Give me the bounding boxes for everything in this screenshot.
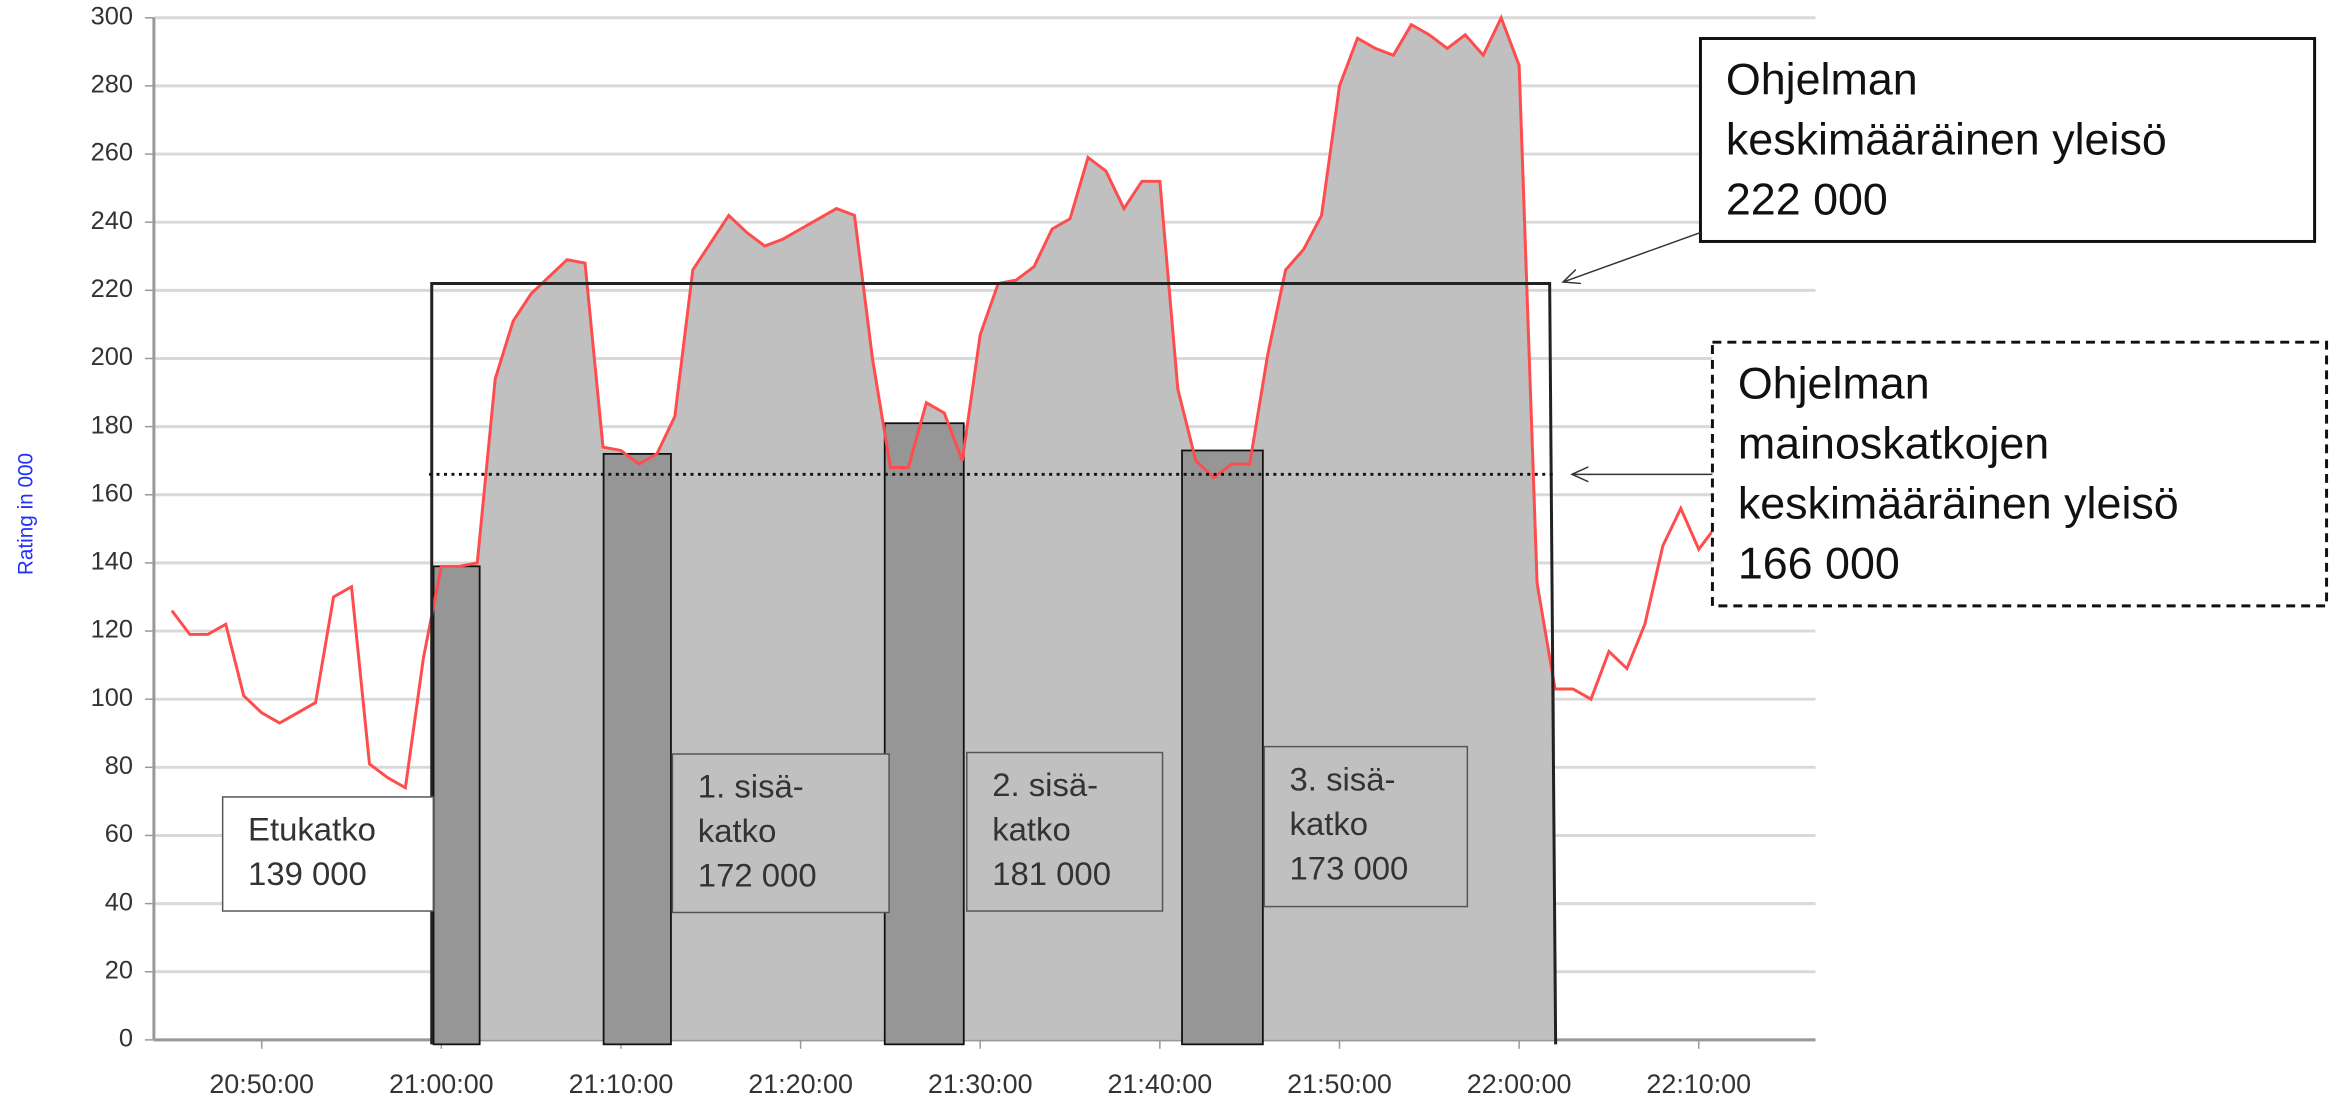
x-tick-label: 21:40:00 xyxy=(1108,1069,1213,1099)
x-tick-label: 21:50:00 xyxy=(1287,1069,1392,1099)
y-tick-label: 20 xyxy=(105,957,133,985)
arrow xyxy=(1563,231,1701,282)
break-label-box xyxy=(671,753,890,914)
break-label-box xyxy=(221,796,435,912)
y-tick-label: 140 xyxy=(91,548,133,576)
break-bar xyxy=(432,565,481,1046)
x-tick-label: 22:00:00 xyxy=(1467,1069,1572,1099)
break-average-callout-text: 166 000 xyxy=(1738,540,1900,589)
y-tick-label: 0 xyxy=(119,1025,133,1053)
break-label-box xyxy=(966,751,1164,912)
break-average-callout xyxy=(1710,340,2329,608)
break-label: Etukatko xyxy=(248,811,376,848)
line xyxy=(170,13,1718,791)
break-label: 1. sisä- xyxy=(698,768,804,805)
y-tick-label: 260 xyxy=(91,139,133,167)
y-tick-label: 60 xyxy=(105,820,133,848)
break-average-callout-text: mainoskatkojen xyxy=(1738,420,2049,469)
break-label: katko xyxy=(992,811,1071,848)
y-tick-label: 300 xyxy=(91,3,133,31)
break-bar xyxy=(883,422,965,1046)
y-tick-label: 40 xyxy=(105,888,133,916)
x-tick-label: 21:30:00 xyxy=(928,1069,1033,1099)
break-bar xyxy=(1181,449,1264,1046)
break-label-box xyxy=(1263,745,1469,908)
break-label: 181 000 xyxy=(992,855,1111,892)
y-tick-label: 180 xyxy=(91,411,133,439)
break-label: 3. sisä- xyxy=(1290,761,1396,798)
break-label: 139 000 xyxy=(248,855,367,892)
y-axis-label: Rating in 000 xyxy=(14,453,37,575)
program-callout xyxy=(1698,37,2317,243)
y-tick-label: 100 xyxy=(91,684,133,712)
x-tick-label: 21:00:00 xyxy=(389,1069,494,1099)
y-tick-label: 160 xyxy=(91,480,133,508)
program-callout-text: 222 000 xyxy=(1726,176,1888,225)
break-label: 172 000 xyxy=(698,856,817,893)
break-bar xyxy=(602,452,672,1046)
break-label: katko xyxy=(698,812,777,849)
y-tick-label: 280 xyxy=(91,71,133,99)
x-tick-label: 20:50:00 xyxy=(209,1069,314,1099)
x-tick-label: 21:20:00 xyxy=(748,1069,853,1099)
annotations: Etukatko 139 000 1. sisä-katko 172 000 2. si… xyxy=(221,37,2329,1045)
break-average-callout-text: keskimääräinen yleisö xyxy=(1738,480,2179,529)
x-tick-label: 21:10:00 xyxy=(569,1069,674,1099)
y-tick-label: 200 xyxy=(91,343,133,371)
y-tick-label: 220 xyxy=(91,275,133,303)
break-average-callout-text: Ohjelman xyxy=(1738,360,1930,409)
y-tick-label: 120 xyxy=(91,616,133,644)
y-tick-label: 80 xyxy=(105,752,133,780)
program-callout-text: Ohjelman xyxy=(1726,56,1918,105)
break-label: katko xyxy=(1290,805,1369,842)
break-label: 173 000 xyxy=(1290,850,1409,887)
program-callout-text: keskimääräinen yleisö xyxy=(1726,116,2167,165)
program-box xyxy=(430,282,1558,1045)
x-tick-label: 22:10:00 xyxy=(1646,1069,1751,1099)
y-tick-label: 240 xyxy=(91,207,133,235)
break-label: 2. sisä- xyxy=(992,766,1098,803)
